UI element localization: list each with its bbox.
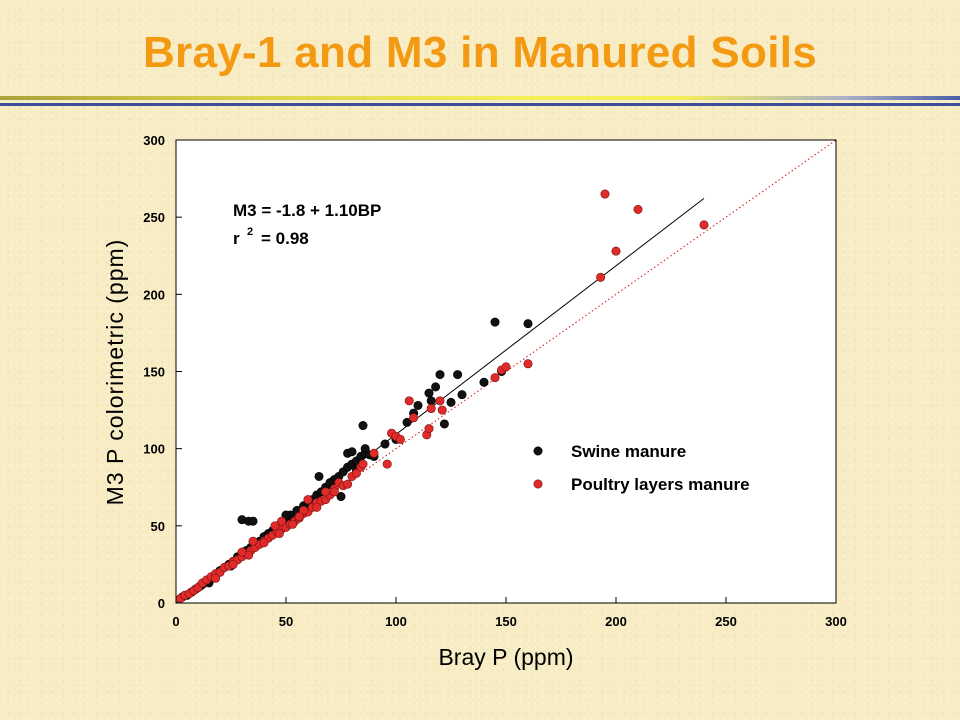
x-axis-title: Bray P (ppm) [438,644,573,670]
x-tick-label: 100 [385,614,407,629]
swine-point [380,439,390,449]
swine-point [479,377,489,387]
y-tick-label: 100 [143,442,165,457]
x-tick-label: 150 [495,614,517,629]
poultry-point [312,502,322,512]
poultry-point [299,505,309,515]
poultry-point [259,538,269,548]
poultry-point [329,487,339,497]
swine-point [360,444,370,454]
poultry-point [351,468,361,478]
swine-point [435,370,445,380]
poultry-point [424,424,434,434]
poultry-point [600,189,610,199]
swine-point [446,397,456,407]
slide-title: Bray-1 and M3 in Manured Soils [142,28,818,77]
poultry-point [274,529,284,539]
poultry-point [523,359,533,369]
y-tick-label: 50 [151,519,165,534]
swine-point [490,317,500,327]
r2-superscript: 2 [247,226,253,238]
x-tick-label: 250 [715,614,737,629]
poultry-point [395,434,405,444]
poultry-point [699,220,709,230]
swine-point [281,510,291,520]
poultry-point [369,448,379,458]
title-underline-blue [0,103,960,106]
poultry-point [321,487,331,497]
poultry-point [501,362,511,372]
poultry-point [270,521,280,531]
x-tick-label: 200 [605,614,627,629]
swine-point [347,447,357,457]
swine-point [336,492,346,502]
x-tick-label: 300 [825,614,847,629]
r2-value: = 0.98 [261,229,309,248]
points-layer [175,189,709,603]
poultry-point [437,405,447,415]
poultry-point [303,495,313,505]
r2-label: r [233,229,240,248]
title-underline-gradient [0,96,960,100]
poultry-point [382,459,392,469]
legend-marker-swine [533,446,543,456]
x-axis-ticks: 0 50 100 150 200 250 300 [172,597,847,629]
swine-point [325,478,335,488]
y-axis-ticks: 0 50 100 150 200 250 300 [143,133,182,611]
legend-label-swine: Swine manure [571,442,686,461]
swine-point [523,319,533,329]
legend-label-poultry: Poultry layers manure [571,475,750,494]
poultry-point [277,516,287,526]
swine-point [439,419,449,429]
y-tick-label: 0 [158,596,165,611]
poultry-point [294,512,304,522]
y-tick-label: 150 [143,365,165,380]
y-tick-label: 200 [143,287,165,302]
poultry-point [211,573,221,583]
swine-point [248,516,258,526]
poultry-point [633,204,643,214]
poultry-point [490,373,500,383]
poultry-point [409,413,419,423]
swine-point [413,400,423,410]
poultry-point [426,404,436,414]
swine-point [426,396,436,406]
x-tick-label: 50 [279,614,293,629]
swine-point [358,421,368,431]
y-tick-label: 300 [143,133,165,148]
poultry-point [288,519,298,529]
poultry-point [237,547,247,557]
swine-point [424,388,434,398]
poultry-point [596,272,606,282]
poultry-point [611,246,621,256]
poultry-point [358,459,368,469]
x-tick-label: 0 [172,614,179,629]
legend-marker-poultry [533,479,543,489]
poultry-point [435,396,445,406]
poultry-point [248,536,258,546]
legend: Swine manure Poultry layers manure [533,442,750,494]
y-axis-title: M3 P colorimetric (ppm) [102,239,128,506]
swine-point [453,370,463,380]
regression-equation: M3 = -1.8 + 1.10BP [233,201,381,220]
swine-point [402,417,412,427]
poultry-point [228,559,238,569]
swine-point [431,382,441,392]
y-tick-label: 250 [143,210,165,225]
swine-point [457,390,467,400]
poultry-point [343,479,353,489]
swine-point [314,471,324,481]
poultry-point [404,396,414,406]
